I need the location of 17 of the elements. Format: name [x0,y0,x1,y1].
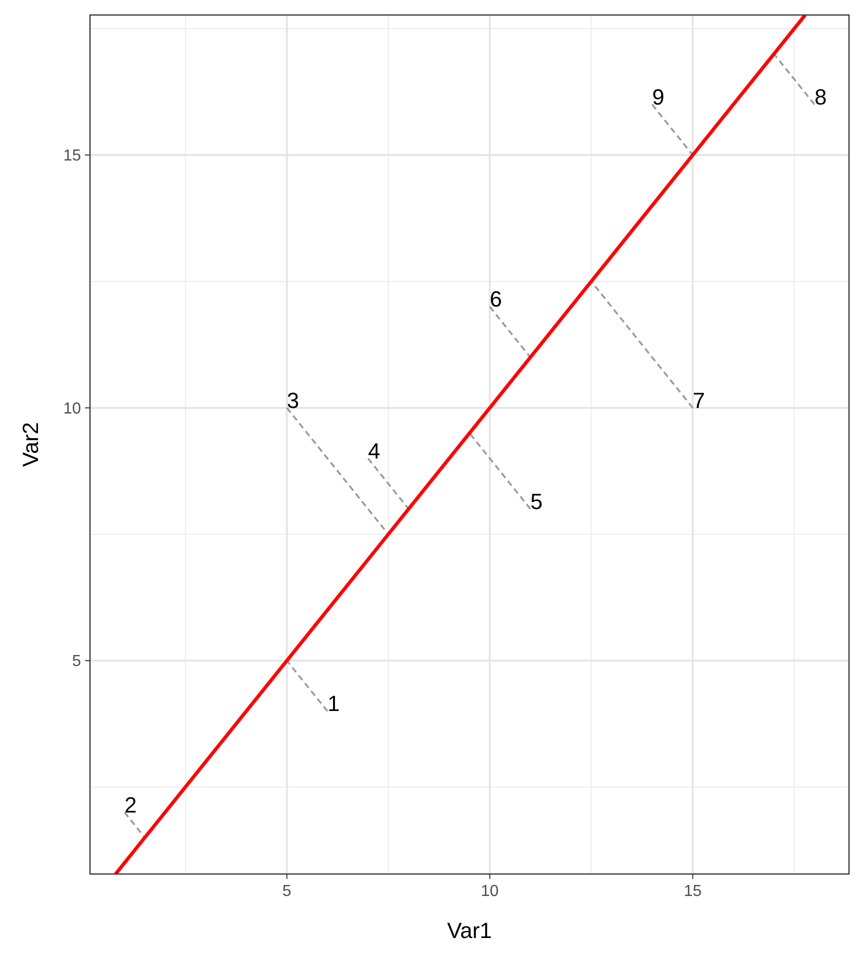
annotation: 9 [652,84,664,110]
x-tick-label: 10 [480,883,499,900]
x-tick-label: 15 [684,883,702,900]
x-tick-label: 5 [282,883,292,900]
annotation: 2 [124,792,137,818]
annotation: 8 [814,84,827,110]
y-tick-label: 10 [63,400,82,418]
annotation: 5 [530,488,543,514]
annotation: 3 [286,388,300,413]
annotation: 4 [368,438,380,464]
x-axis-title: Var1 [447,918,492,943]
y-tick-label: 5 [72,653,82,670]
annotation: 7 [692,388,705,413]
annotation: 6 [490,286,502,312]
annotation: 1 [327,691,340,716]
y-axis-title: Var2 [18,422,43,467]
y-tick-label: 15 [63,148,82,165]
